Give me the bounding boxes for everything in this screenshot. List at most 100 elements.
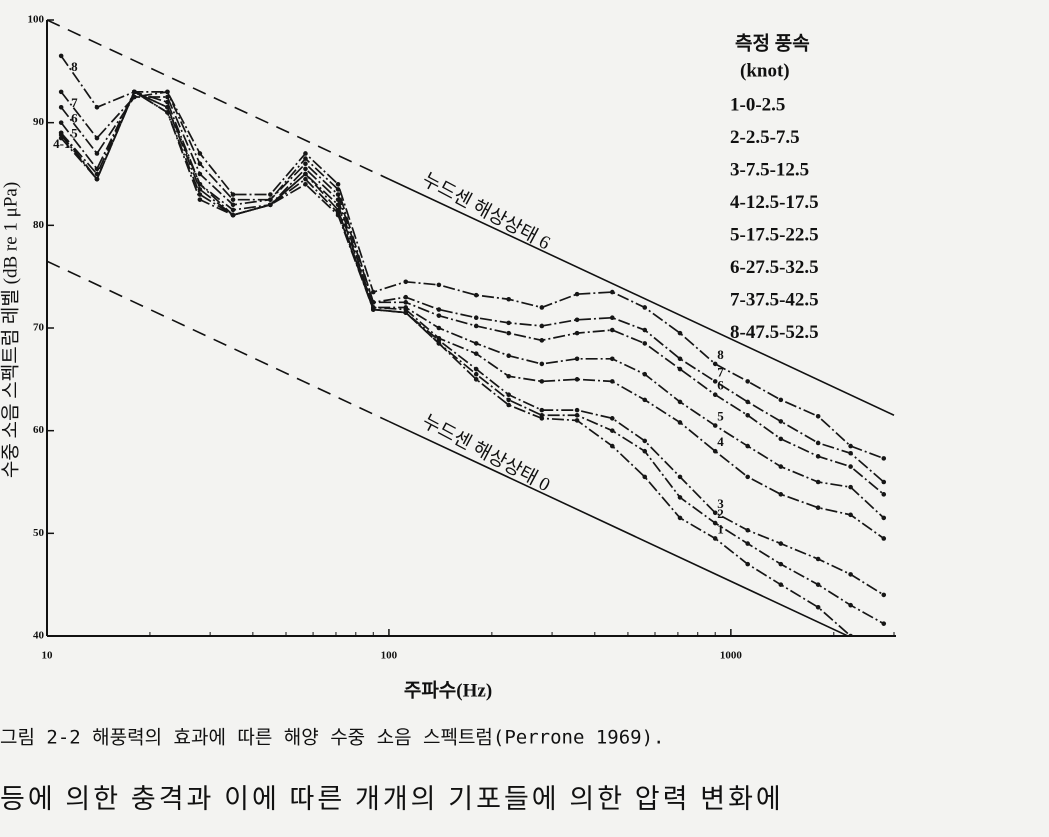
data-point — [58, 120, 64, 125]
data-point — [881, 621, 887, 626]
data-point — [642, 397, 648, 403]
data-point — [506, 330, 511, 336]
data-point — [94, 151, 100, 156]
legend-entry: 1-0-2.5 — [730, 94, 785, 115]
data-point — [403, 300, 409, 305]
data-point — [745, 443, 750, 449]
data-point — [197, 192, 203, 197]
data-point — [815, 479, 821, 485]
data-point — [745, 561, 750, 567]
data-point — [197, 197, 203, 202]
data-point — [574, 377, 580, 382]
legend-entry: 7-37.5-42.5 — [730, 289, 819, 310]
body-text: 등에 의한 충격과 이에 따른 개개의 기포들에 의한 압력 변화에 — [0, 784, 784, 814]
data-point — [230, 212, 236, 218]
data-point — [712, 536, 718, 541]
data-point — [58, 53, 64, 59]
data-point — [473, 377, 479, 382]
data-point — [574, 330, 580, 336]
data-point — [303, 161, 308, 167]
data-point — [94, 171, 100, 177]
data-point — [197, 171, 203, 177]
x-tick-label: 1000 — [720, 650, 743, 662]
data-point — [815, 582, 821, 587]
data-point — [642, 305, 648, 310]
data-point — [197, 151, 203, 156]
data-point — [745, 541, 750, 546]
data-point — [131, 89, 137, 95]
data-point — [506, 320, 511, 326]
data-point — [303, 176, 308, 182]
data-point — [473, 351, 479, 356]
data-point — [473, 323, 479, 329]
data-point — [303, 171, 308, 177]
data-point — [778, 464, 784, 469]
data-point — [473, 366, 479, 372]
data-point — [609, 289, 615, 295]
data-point — [230, 197, 236, 202]
data-point — [609, 443, 615, 449]
y-tick-label: 60 — [33, 424, 45, 436]
data-point — [881, 456, 887, 461]
data-point — [778, 419, 784, 424]
data-point — [677, 474, 683, 480]
data-point — [574, 356, 580, 362]
legend-title: 측정 풍속 — [735, 32, 810, 54]
data-point — [303, 156, 308, 161]
data-point — [609, 379, 615, 384]
data-point — [609, 416, 615, 421]
x-tick-label: 100 — [381, 650, 398, 662]
data-point — [335, 187, 341, 192]
data-point — [370, 289, 376, 295]
data-point — [574, 291, 580, 297]
x-tick-label: 10 — [42, 650, 54, 662]
data-point — [881, 479, 887, 485]
data-point — [268, 202, 273, 208]
series-start-label: 4-1 — [53, 136, 70, 151]
data-point — [609, 428, 615, 433]
data-point — [506, 353, 511, 359]
data-point — [848, 450, 853, 456]
data-point — [778, 397, 784, 403]
data-point — [848, 602, 853, 608]
data-point — [848, 633, 853, 636]
y-tick-label: 100 — [28, 14, 45, 26]
series-end-label: 5 — [717, 409, 724, 424]
y-tick-label: 70 — [33, 322, 45, 334]
plot-area — [47, 20, 895, 636]
data-point — [473, 341, 479, 346]
data-point — [574, 317, 580, 323]
data-point — [848, 443, 853, 449]
data-point — [94, 176, 100, 182]
series-start-label: 6 — [71, 110, 78, 125]
data-point — [303, 166, 308, 172]
legend-entry: 5-17.5-22.5 — [730, 224, 819, 245]
legend-entry: 4-12.5-17.5 — [730, 192, 819, 213]
data-point — [94, 166, 100, 172]
data-point — [778, 561, 784, 567]
data-point — [642, 327, 648, 333]
data-point — [745, 412, 750, 418]
data-point — [778, 582, 784, 587]
data-point — [473, 371, 479, 377]
series-end-label: 2 — [717, 506, 724, 521]
data-point — [58, 89, 64, 95]
y-tick-label: 40 — [33, 630, 45, 642]
data-point — [58, 104, 64, 110]
series-end-label: 4 — [717, 434, 724, 449]
data-point — [230, 207, 236, 213]
reference-line — [47, 20, 390, 180]
y-tick-label: 50 — [33, 527, 45, 539]
data-point — [473, 292, 479, 298]
data-point — [303, 181, 308, 187]
y-axis-label: 수중 소음 스펙트럼 레벨 (dB re 1 μPa) — [0, 182, 21, 478]
data-point — [609, 356, 615, 362]
data-point — [712, 423, 718, 428]
data-point — [848, 572, 853, 577]
data-point — [165, 89, 170, 95]
data-point — [197, 181, 203, 187]
reference-line-label: 누드센 해상상태 0 — [419, 410, 554, 496]
data-point — [403, 279, 409, 285]
reference-line — [388, 178, 895, 416]
legend-entry: 3-7.5-12.5 — [730, 159, 809, 180]
